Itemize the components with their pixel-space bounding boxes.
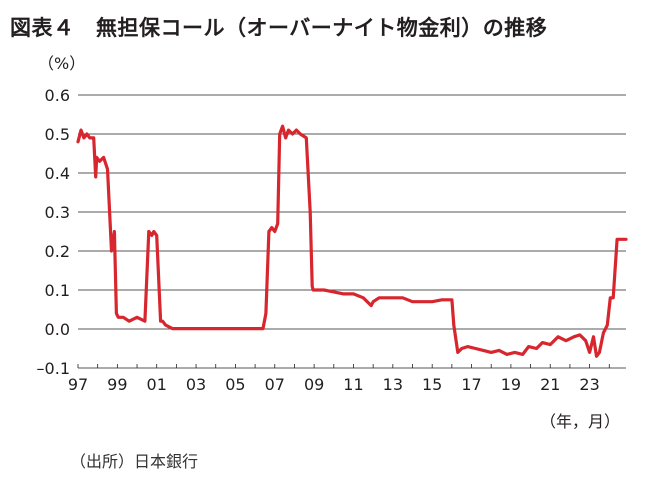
y-tick-label: 0.3 <box>45 203 70 222</box>
x-tick-label: 23 <box>579 375 599 394</box>
x-tick-label: 09 <box>304 375 324 394</box>
x-tick-label: 05 <box>225 375 245 394</box>
y-unit-label: （%） <box>38 54 86 73</box>
x-tick-label: 21 <box>540 375 560 394</box>
y-axis-labels: 0.6 0.5 0.4 0.3 0.2 0.1 0.0 –0.1 <box>37 86 70 378</box>
chart-title: 図表４ 無担保コール（オーバーナイト物金利）の推移 <box>10 16 548 40</box>
x-axis <box>77 364 610 368</box>
x-tick-label: 19 <box>501 375 521 394</box>
x-tick-label: 03 <box>186 375 206 394</box>
x-tick-label: 17 <box>461 375 481 394</box>
x-tick-label: 97 <box>68 375 88 394</box>
x-tick-label: 99 <box>107 375 127 394</box>
x-tick-label: 01 <box>147 375 167 394</box>
y-tick-label: –0.1 <box>37 359 70 378</box>
source-note: （出所）日本銀行 <box>70 452 199 471</box>
gridlines <box>78 94 626 369</box>
y-tick-label: 0.1 <box>45 281 70 300</box>
series-line <box>76 124 628 358</box>
x-tick-label: 13 <box>383 375 403 394</box>
series-group <box>76 124 628 358</box>
y-tick-label: 0.4 <box>45 164 70 183</box>
y-tick-label: 0.6 <box>45 86 70 105</box>
y-tick-label: 0.5 <box>45 125 70 144</box>
x-axis-labels: 97 99 01 03 05 07 09 11 13 15 17 19 21 23 <box>68 375 600 394</box>
x-unit-label: （年，月） <box>540 412 621 431</box>
x-tick-label: 15 <box>422 375 442 394</box>
y-tick-label: 0.0 <box>45 320 70 339</box>
y-tick-label: 0.2 <box>45 242 70 261</box>
x-tick-label: 11 <box>343 375 363 394</box>
x-tick-label: 07 <box>265 375 285 394</box>
